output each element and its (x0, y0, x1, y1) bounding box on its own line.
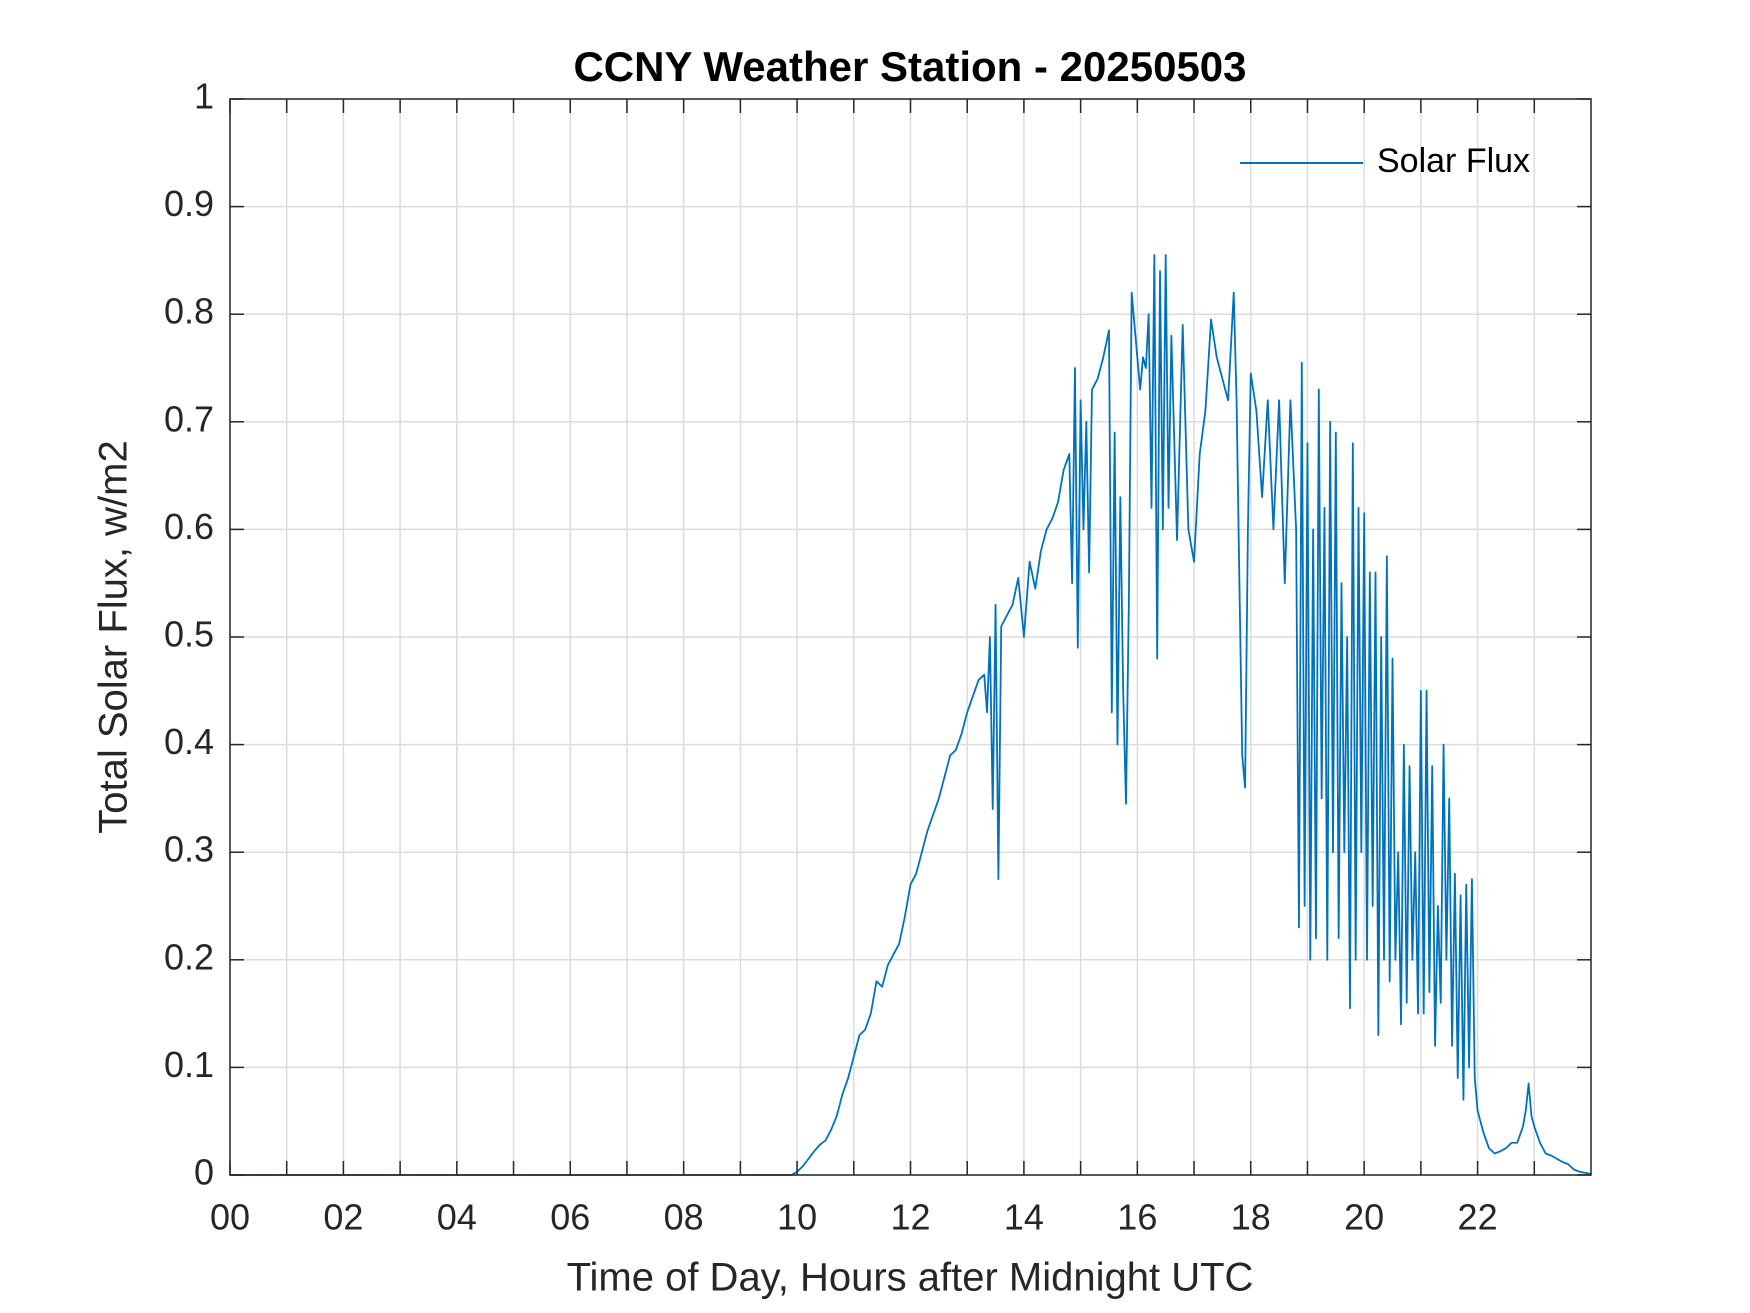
x-tick-label: 14 (1004, 1197, 1044, 1238)
plot (230, 254, 1592, 1176)
y-tick-label: 0.9 (164, 183, 214, 224)
y-tick-label: 0.2 (164, 936, 214, 977)
x-tick-label: 00 (210, 1197, 250, 1238)
x-tick-label: 18 (1231, 1197, 1271, 1238)
legend: Solar Flux (1240, 142, 1530, 180)
y-tick-label: 0.1 (164, 1044, 214, 1085)
x-tick-label: 20 (1344, 1197, 1384, 1238)
y-tick-label: 0.8 (164, 291, 214, 332)
legend-label: Solar Flux (1377, 142, 1530, 180)
x-tick-label: 02 (323, 1197, 363, 1238)
x-tick-label: 06 (550, 1197, 590, 1238)
x-tick-label: 16 (1117, 1197, 1157, 1238)
y-tick-label: 0.6 (164, 506, 214, 547)
y-tick-label: 0.3 (164, 829, 214, 870)
y-axis-label: Total Solar Flux, w/m2 (92, 440, 136, 833)
y-tick-label: 1 (194, 76, 214, 117)
x-tick-label: 12 (890, 1197, 930, 1238)
x-tick-label: 10 (777, 1197, 817, 1238)
chart-title: CCNY Weather Station - 20250503 (573, 43, 1246, 90)
y-tick-label: 0 (194, 1152, 214, 1193)
y-tick-label: 0.7 (164, 398, 214, 439)
x-axis-label: Time of Day, Hours after Midnight UTC (567, 1256, 1254, 1300)
data-line (230, 254, 1592, 1176)
x-tick-label: 22 (1458, 1197, 1498, 1238)
x-tick-label: 08 (664, 1197, 704, 1238)
y-tick-label: 0.4 (164, 721, 214, 762)
x-tick-label: 04 (437, 1197, 477, 1238)
y-tick-label: 0.5 (164, 614, 214, 655)
